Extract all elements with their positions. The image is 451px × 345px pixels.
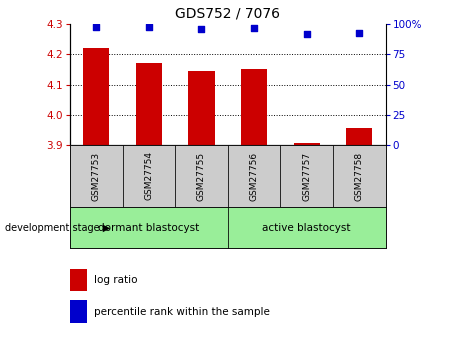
Bar [281,145,333,207]
Bar [83,48,110,145]
Text: GSM27753: GSM27753 [92,151,101,200]
Bar [70,300,87,323]
Bar [333,145,386,207]
Point [303,31,310,37]
Bar [123,145,175,207]
Bar [189,71,215,145]
Text: log ratio: log ratio [94,275,137,285]
Text: dormant blastocyst: dormant blastocyst [98,223,199,233]
Bar [228,207,386,248]
Bar [241,69,267,145]
Title: GDS752 / 7076: GDS752 / 7076 [175,6,280,20]
Bar [70,145,123,207]
Text: GSM27758: GSM27758 [355,151,364,200]
Bar [70,269,87,291]
Text: GSM27754: GSM27754 [144,151,153,200]
Point [250,25,258,30]
Text: percentile rank within the sample: percentile rank within the sample [94,307,269,317]
Point [92,24,100,29]
Point [198,26,205,32]
Text: GSM27757: GSM27757 [302,151,311,200]
Bar [346,128,373,145]
Bar [294,144,320,145]
Point [145,24,152,29]
Text: active blastocyst: active blastocyst [262,223,351,233]
Bar [70,207,228,248]
Bar [228,145,281,207]
Bar [136,63,162,145]
Text: development stage ▶: development stage ▶ [5,223,110,233]
Bar [175,145,228,207]
Point [356,30,363,35]
Text: GSM27755: GSM27755 [197,151,206,200]
Text: GSM27756: GSM27756 [249,151,258,200]
